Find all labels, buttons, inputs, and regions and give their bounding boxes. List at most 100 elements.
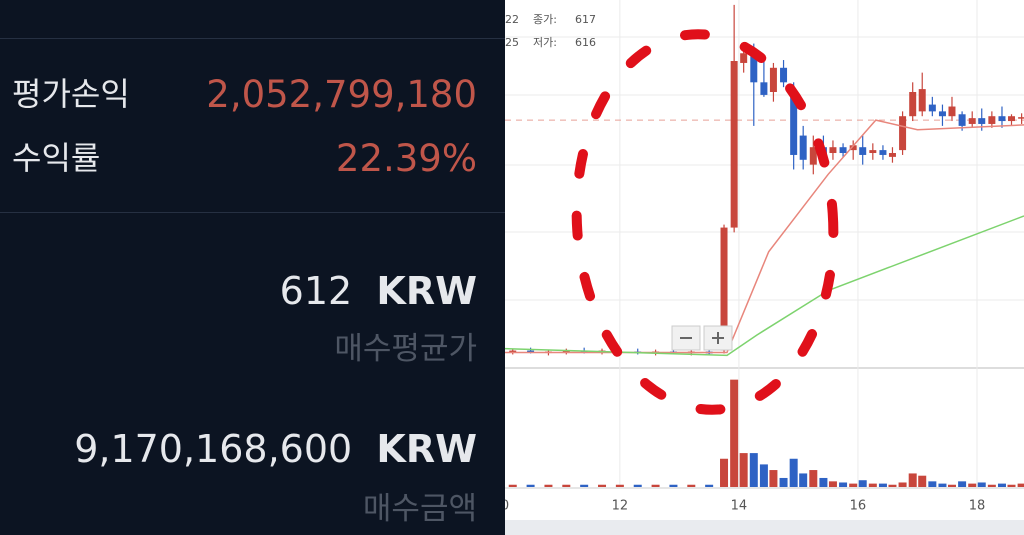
- candle-chart: 10 12 14 16 18 22 종가: 617 25 저가: 616: [505, 0, 1024, 535]
- zoom-buttons[interactable]: [671, 325, 733, 351]
- candle-body: [998, 116, 1006, 122]
- divider: [0, 212, 505, 213]
- candle-body: [909, 92, 917, 117]
- candle-body: [1018, 117, 1024, 119]
- candle-body: [750, 56, 758, 83]
- candle-body: [958, 114, 966, 126]
- candle-body: [968, 118, 976, 124]
- volume-bar: [947, 484, 956, 487]
- volume-bar: [868, 483, 877, 487]
- volume-bar: [997, 483, 1006, 487]
- volume-bar: [1017, 483, 1024, 487]
- volume-bar: [705, 484, 714, 487]
- plot: 10 12 14 16 18 22 종가: 617 25 저가: 616: [505, 0, 1024, 514]
- volume-bar: [799, 473, 808, 487]
- candle-body: [829, 147, 837, 154]
- volume-bar: [938, 483, 947, 487]
- candle-body: [899, 116, 907, 151]
- volume-bar: [749, 453, 758, 487]
- candle-body: [740, 53, 748, 63]
- candle-body: [859, 147, 867, 155]
- volume-bar: [759, 464, 768, 487]
- volume-bar: [987, 484, 996, 487]
- label: 평가손익: [12, 75, 130, 113]
- value: 22.39%: [335, 137, 477, 180]
- candle-body: [918, 89, 926, 112]
- unit: KRW: [376, 269, 477, 313]
- candle-body: [839, 147, 847, 154]
- volume-bar: [908, 473, 917, 487]
- legend-text: 저가:: [533, 36, 557, 49]
- volume-bar: [898, 482, 907, 487]
- candle-body: [562, 350, 570, 353]
- volume-bar: [958, 481, 967, 487]
- legend-text: 종가:: [533, 13, 557, 26]
- value: 9,170,168,600 KRW: [74, 430, 477, 468]
- volume-bar: [633, 484, 642, 487]
- x-tick-label: 10: [505, 499, 509, 514]
- volume-bar: [730, 379, 739, 487]
- summary-panel: 평가손익 2,052,799,180 수익률 22.39% 612 KRW 매수…: [0, 0, 505, 535]
- candle-body: [780, 67, 788, 83]
- candle-body: [527, 350, 535, 353]
- volume-bar: [508, 484, 517, 487]
- volume-bar: [968, 483, 977, 487]
- volume-bar: [779, 477, 788, 487]
- volume-bar: [1007, 484, 1016, 487]
- x-tick-label: 12: [612, 499, 629, 514]
- volume-bar: [562, 484, 571, 487]
- volume-bar: [819, 477, 828, 487]
- x-tick-label: 16: [850, 499, 867, 514]
- value: 612 KRW: [280, 272, 477, 310]
- candle-body: [869, 150, 877, 154]
- x-tick-label: 18: [969, 499, 986, 514]
- legend-text: 617: [575, 13, 596, 26]
- volume-bar: [918, 475, 927, 487]
- candle-body: [769, 67, 777, 92]
- volume-bar: [669, 484, 678, 487]
- divider: [0, 38, 505, 39]
- candle-body: [809, 147, 817, 165]
- legend-text: 25: [505, 36, 519, 49]
- candle-body: [928, 104, 936, 112]
- volume-bar: [809, 470, 818, 487]
- number: 9,170,168,600: [74, 427, 353, 471]
- label: 수익률: [12, 139, 101, 177]
- candle-body: [879, 150, 887, 155]
- candle-body: [720, 227, 728, 351]
- x-tick-label: 14: [731, 499, 748, 514]
- volume-bar: [739, 453, 748, 487]
- candle-body: [938, 111, 946, 117]
- candle-body: [1008, 116, 1016, 122]
- candle-body: [799, 135, 807, 160]
- volume-bar: [977, 482, 986, 487]
- volume-bar: [598, 484, 607, 487]
- volume-bar: [888, 484, 897, 487]
- candle-body: [760, 82, 768, 95]
- candle-body: [849, 145, 857, 151]
- label: 매수평균가: [334, 331, 477, 367]
- candle-body: [730, 61, 738, 228]
- volume-bar: [544, 484, 553, 487]
- label: 매수금액: [362, 491, 477, 527]
- value: 2,052,799,180: [206, 73, 477, 116]
- unit: KRW: [376, 427, 477, 471]
- candle-body: [888, 153, 896, 157]
- volume-bar: [769, 470, 778, 487]
- volume-bar: [828, 481, 837, 487]
- candle-body: [988, 116, 996, 124]
- volume-bar: [858, 480, 867, 487]
- volume-bar: [687, 484, 696, 487]
- number: 612: [279, 269, 353, 313]
- candle-body: [948, 106, 956, 117]
- volume-bar: [526, 484, 535, 487]
- volume-bar: [615, 484, 624, 487]
- legend-text: 616: [575, 36, 596, 49]
- volume-bar: [839, 482, 848, 487]
- volume-bar: [928, 481, 937, 487]
- highlight-circle: [571, 29, 839, 415]
- scrollbar: [505, 520, 1024, 535]
- candle-body: [509, 350, 517, 353]
- volume-bar: [720, 458, 729, 487]
- volume-bar: [789, 458, 798, 487]
